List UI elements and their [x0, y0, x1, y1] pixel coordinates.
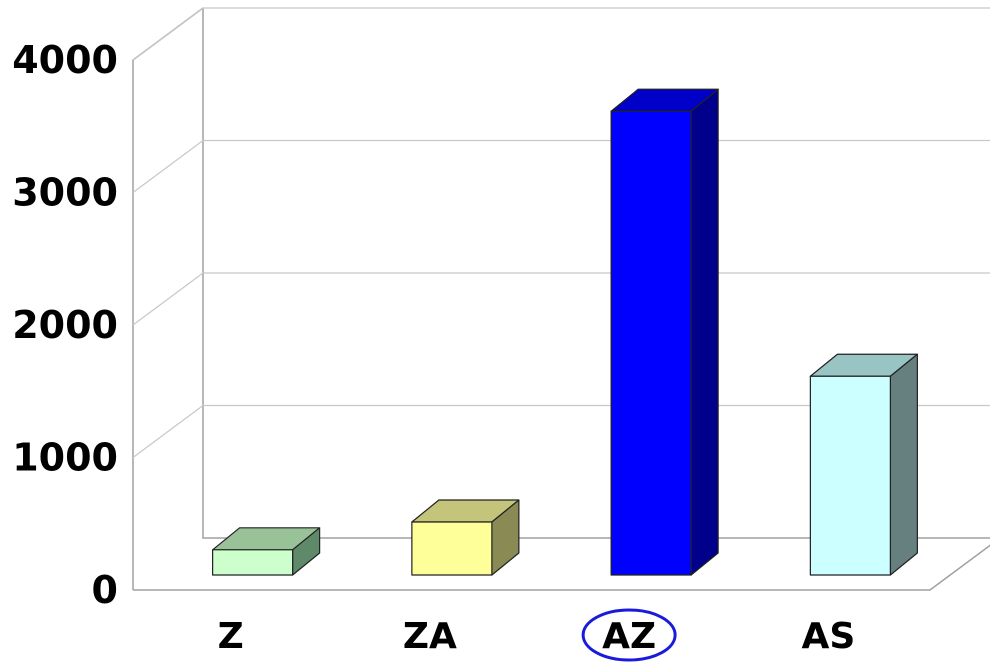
bar-layer: [212, 88, 918, 576]
bar-side: [690, 88, 719, 576]
gridline: [132, 7, 990, 61]
highlight-circle: [581, 608, 677, 662]
bar: [212, 549, 294, 576]
x-tick-label: AS: [801, 616, 855, 657]
bar-side: [889, 353, 918, 576]
bar: [809, 375, 891, 576]
bar: [411, 521, 493, 576]
back-wall-edge: [202, 8, 990, 539]
grid-layer: [132, 7, 990, 591]
y-tick-label: 4000: [12, 38, 118, 82]
x-tick-label: AZ: [602, 616, 656, 657]
x-tick-label: ZA: [403, 616, 457, 657]
bar: [610, 110, 692, 576]
x-tick-label: Z: [218, 616, 244, 657]
label-layer: 0 1000 2000 3000 4000 Z ZA AZ AS: [12, 38, 855, 662]
gridline: [132, 272, 990, 326]
floor-edge: [133, 544, 990, 591]
y-tick-label: 2000: [12, 303, 118, 347]
y-tick-label: 1000: [12, 436, 118, 480]
gridline: [132, 139, 990, 193]
gridline: [132, 404, 990, 458]
y-tick-label: 3000: [12, 171, 118, 215]
y-tick-label: 0: [92, 568, 118, 612]
